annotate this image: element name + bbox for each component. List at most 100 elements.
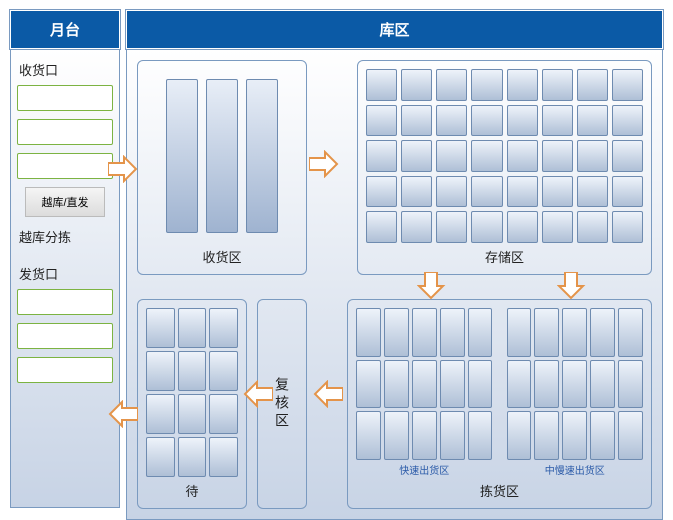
storage-cell xyxy=(507,69,538,101)
storage-cell xyxy=(471,211,502,243)
receiving-zone-label: 收货区 xyxy=(202,243,241,266)
fast-cell xyxy=(440,411,465,460)
storage-cell xyxy=(542,176,573,208)
slow-cell xyxy=(534,411,559,460)
storage-cell xyxy=(366,105,397,137)
storage-zone-label: 存储区 xyxy=(485,243,524,266)
storage-cell xyxy=(471,176,502,208)
storage-cell xyxy=(436,176,467,208)
waiting-cell xyxy=(146,437,175,477)
waiting-zone: 待 xyxy=(137,299,247,509)
picking-zone: 快速出货区 中慢速出货区 拣货区 xyxy=(347,299,652,509)
slow-cell xyxy=(618,411,643,460)
receiving-zone: 收货区 xyxy=(137,60,307,275)
slow-cell xyxy=(562,308,587,357)
fast-cell xyxy=(356,360,381,409)
storage-cell xyxy=(612,211,643,243)
dock-slot xyxy=(17,119,113,145)
waiting-cell xyxy=(209,308,238,348)
storage-cell xyxy=(436,105,467,137)
slow-cell xyxy=(534,360,559,409)
fast-cell xyxy=(356,411,381,460)
storage-cell xyxy=(401,140,432,172)
storage-cell xyxy=(542,69,573,101)
slow-cell xyxy=(507,411,532,460)
fast-cell xyxy=(356,308,381,357)
cross-sort-label: 越库分拣 xyxy=(19,227,111,246)
fast-cell xyxy=(384,308,409,357)
storage-cell xyxy=(507,140,538,172)
picking-zone-label: 拣货区 xyxy=(480,477,519,500)
storage-cell xyxy=(436,69,467,101)
fast-ship-label: 快速出货区 xyxy=(356,462,493,477)
warehouse-header: 库区 xyxy=(126,10,663,49)
storage-cell xyxy=(401,211,432,243)
receiving-slab xyxy=(206,79,238,233)
slow-cell xyxy=(562,360,587,409)
waiting-cell xyxy=(178,308,207,348)
storage-cell xyxy=(436,140,467,172)
storage-cell xyxy=(577,105,608,137)
storage-cell xyxy=(366,176,397,208)
storage-cell xyxy=(436,211,467,243)
review-zone-label: 复核区 xyxy=(272,377,292,431)
waiting-cell xyxy=(209,394,238,434)
warehouse-panel: 收货区 存储区 待 复核区 xyxy=(126,49,663,520)
shipping-dock-label: 发货口 xyxy=(19,264,111,283)
slow-cell xyxy=(590,360,615,409)
slow-cell xyxy=(562,411,587,460)
fast-cell xyxy=(412,411,437,460)
storage-cell xyxy=(507,211,538,243)
shipping-dock-slots xyxy=(17,289,113,383)
slow-cell xyxy=(618,360,643,409)
storage-cell xyxy=(366,140,397,172)
fast-cell xyxy=(440,360,465,409)
storage-cell xyxy=(577,69,608,101)
slow-cell xyxy=(618,308,643,357)
slow-cell xyxy=(590,411,615,460)
storage-cell xyxy=(471,69,502,101)
storage-cell xyxy=(401,176,432,208)
waiting-cell xyxy=(209,351,238,391)
storage-cell xyxy=(612,105,643,137)
waiting-cell xyxy=(178,437,207,477)
storage-cell xyxy=(507,105,538,137)
receiving-dock-label: 收货口 xyxy=(19,60,111,79)
storage-zone: 存储区 xyxy=(357,60,652,275)
dock-slot xyxy=(17,153,113,179)
receiving-dock-slots xyxy=(17,85,113,179)
storage-cell xyxy=(577,211,608,243)
storage-cell xyxy=(542,140,573,172)
fast-cell xyxy=(384,411,409,460)
fast-cell xyxy=(440,308,465,357)
cross-dock-button[interactable]: 越库/直发 xyxy=(25,187,105,217)
storage-cell xyxy=(577,176,608,208)
storage-cell xyxy=(401,69,432,101)
arrow-storage-to-slow xyxy=(557,272,587,300)
dock-slot xyxy=(17,323,113,349)
storage-cell xyxy=(542,105,573,137)
fast-cell xyxy=(384,360,409,409)
storage-cell xyxy=(612,176,643,208)
slow-cell xyxy=(590,308,615,357)
waiting-cell xyxy=(146,351,175,391)
fast-cell xyxy=(468,360,493,409)
fast-cell xyxy=(412,360,437,409)
storage-cell xyxy=(366,211,397,243)
storage-cell xyxy=(471,105,502,137)
slow-cell xyxy=(507,360,532,409)
waiting-cell xyxy=(209,437,238,477)
receiving-slab xyxy=(166,79,198,233)
fast-cell xyxy=(468,308,493,357)
platform-header: 月台 xyxy=(10,10,120,49)
storage-cell xyxy=(507,176,538,208)
storage-cell xyxy=(471,140,502,172)
slow-ship-label: 中慢速出货区 xyxy=(507,462,644,477)
receiving-slab xyxy=(246,79,278,233)
storage-cell xyxy=(401,105,432,137)
waiting-cell xyxy=(178,351,207,391)
waiting-cell xyxy=(178,394,207,434)
review-zone: 复核区 xyxy=(257,299,307,509)
waiting-zone-label: 待 xyxy=(185,477,198,500)
storage-cell xyxy=(542,211,573,243)
